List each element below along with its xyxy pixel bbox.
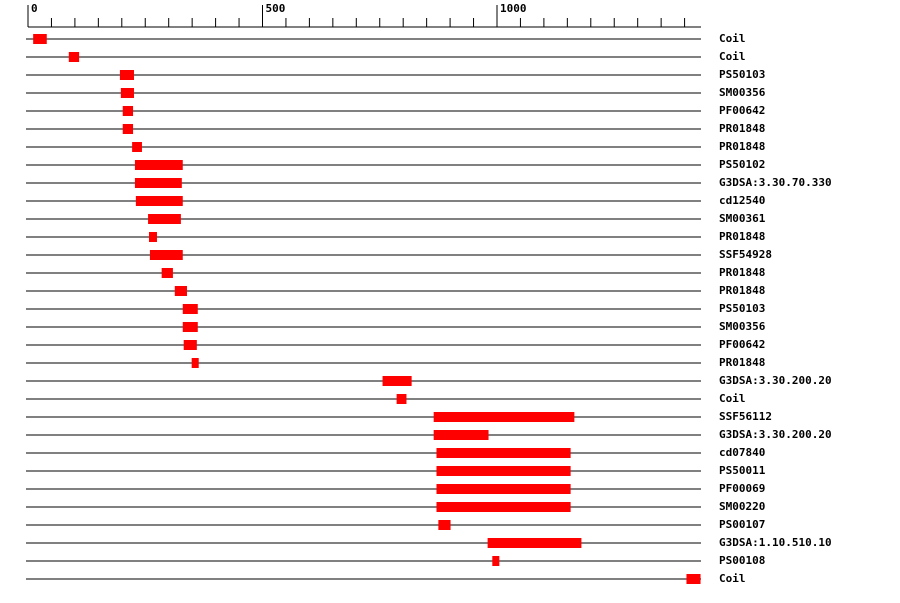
domain-label: PS50103 (719, 68, 765, 81)
domain-bar (120, 88, 134, 98)
domain-bar (134, 160, 183, 170)
domain-label: SSF56112 (719, 410, 772, 423)
domain-label: G3DSA:1.10.510.10 (719, 536, 832, 549)
domain-label: PR01848 (719, 140, 765, 153)
domain-label: PR01848 (719, 266, 765, 279)
domain-label: G3DSA:3.30.200.20 (719, 374, 832, 387)
domain-bar (134, 178, 182, 188)
domain-bar (148, 214, 181, 224)
domain-bar (148, 232, 157, 242)
domain-label: PS00108 (719, 554, 765, 567)
domain-label: PS50103 (719, 302, 765, 315)
domain-label: SM00220 (719, 500, 765, 513)
domain-label: SM00356 (719, 320, 766, 333)
domain-label: PS50011 (719, 464, 766, 477)
domain-label: PF00642 (719, 104, 765, 117)
x-tick-label: 0 (31, 2, 38, 15)
domain-bar (436, 466, 571, 476)
domain-bar (433, 412, 575, 422)
domain-label: PR01848 (719, 230, 765, 243)
domain-bar (122, 106, 134, 116)
domain-label: cd07840 (719, 446, 765, 459)
domain-label: G3DSA:3.30.200.20 (719, 428, 832, 441)
domain-bar (382, 376, 412, 386)
domain-bar (182, 322, 198, 332)
domain-bar (68, 52, 80, 62)
domain-bar (119, 70, 134, 80)
domain-label: SSF54928 (719, 248, 772, 261)
x-tick-label: 1000 (500, 2, 526, 15)
domain-bar (436, 484, 571, 494)
domain-bar (161, 268, 173, 278)
domain-label: Coil (719, 32, 746, 45)
domain-label: Coil (719, 392, 746, 405)
domain-label: SM00361 (719, 212, 766, 225)
domain-label: Coil (719, 572, 746, 585)
domain-bar (174, 286, 187, 296)
domain-bar (433, 430, 489, 440)
domain-label: G3DSA:3.30.70.330 (719, 176, 832, 189)
x-tick-label: 500 (265, 2, 285, 15)
domain-bar (122, 124, 134, 134)
domain-label: PR01848 (719, 284, 765, 297)
domain-label: PF00069 (719, 482, 765, 495)
domain-label: SM00356 (719, 86, 766, 99)
domain-bar (487, 538, 582, 548)
domain-label: Coil (719, 50, 746, 63)
domain-bar (436, 448, 571, 458)
domain-bar (436, 502, 571, 512)
domain-bar (182, 304, 198, 314)
domain-label: PS00107 (719, 518, 765, 531)
domain-bar (33, 34, 47, 44)
domain-bar (132, 142, 142, 152)
domain-label: PR01848 (719, 356, 765, 369)
domain-bar (135, 196, 183, 206)
domain-bar (191, 358, 199, 368)
domain-bar (183, 340, 197, 350)
domain-label: PF00642 (719, 338, 765, 351)
domain-label: PS50102 (719, 158, 765, 171)
domain-label: cd12540 (719, 194, 765, 207)
domain-label: PR01848 (719, 122, 765, 135)
domain-bar (396, 394, 407, 404)
domain-bar (686, 574, 701, 584)
domain-bar (438, 520, 451, 530)
domain-bar (492, 556, 500, 566)
domain-bar (149, 250, 183, 260)
